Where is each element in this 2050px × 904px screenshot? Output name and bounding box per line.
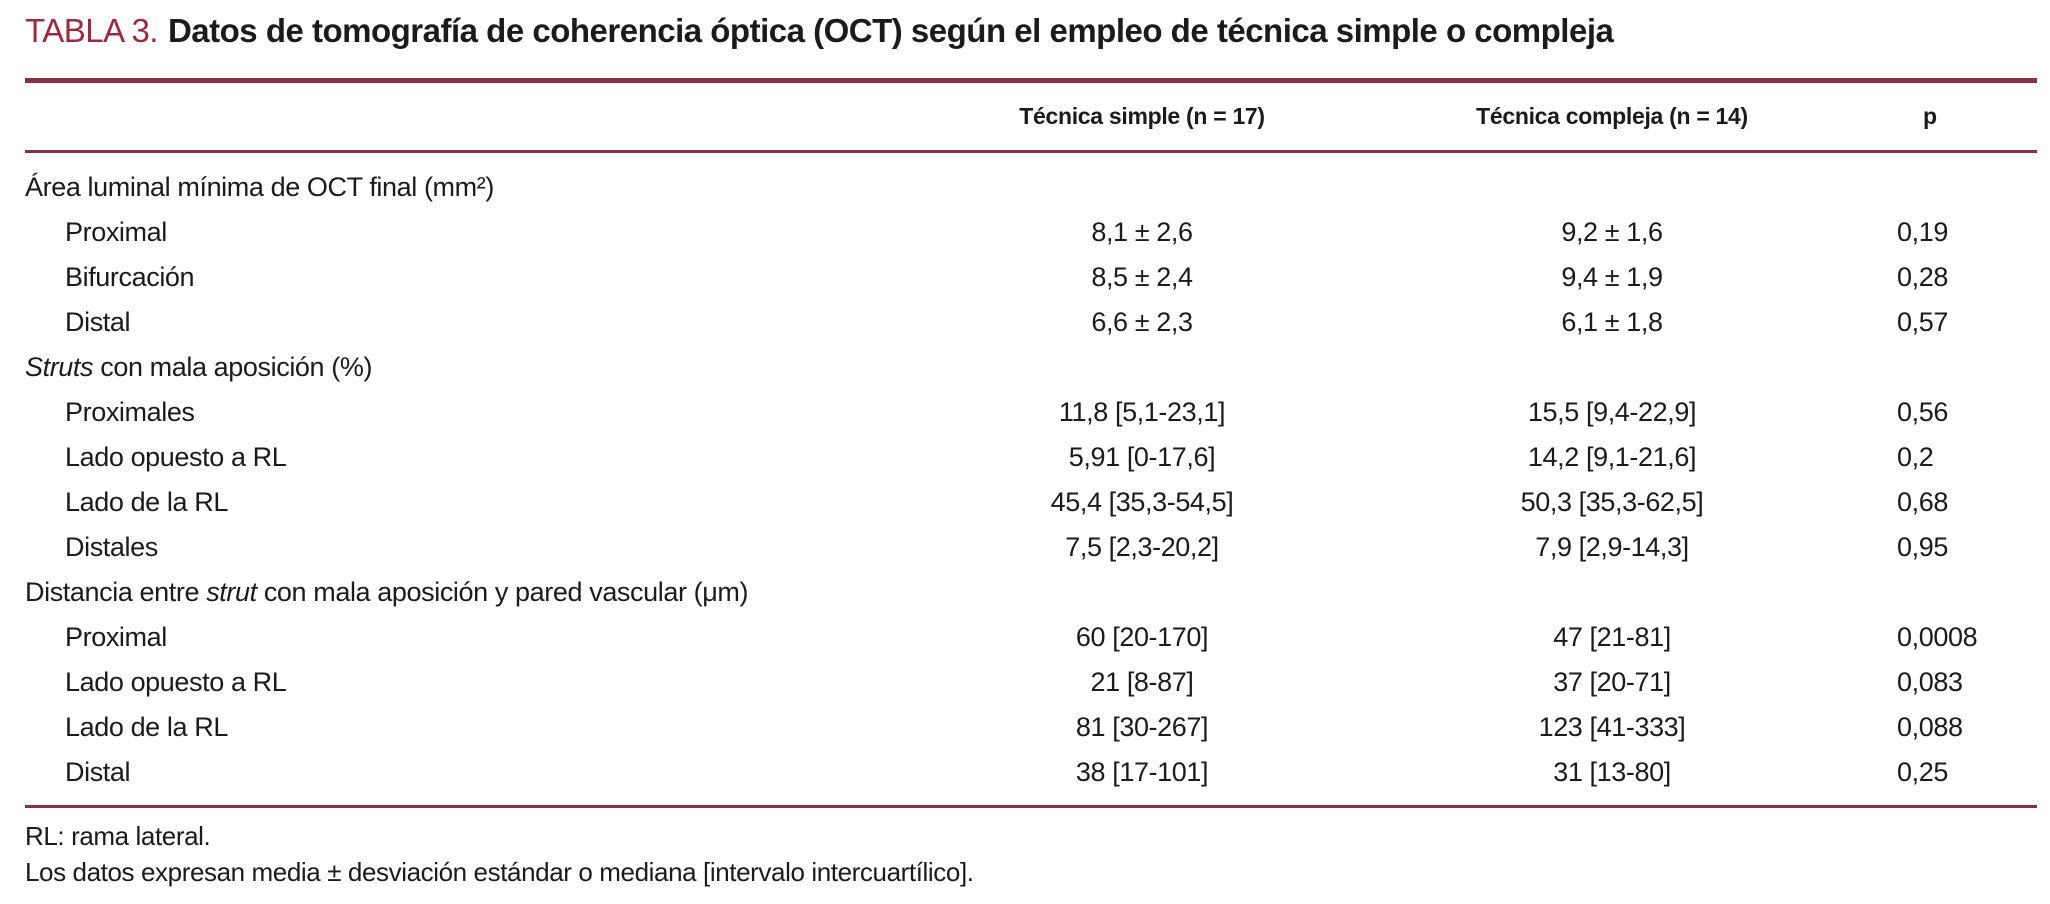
table-title-text: Datos de tomografía de coherencia óptica… (167, 12, 1614, 49)
value-p: 0,19 (1897, 217, 1948, 247)
value-p: 0,2 (1897, 442, 1934, 472)
table-number-label: TABLA 3. (25, 12, 158, 49)
value-tecnica-compleja: 6,1 ± 1,8 (1561, 307, 1663, 337)
row-label: Proximal (65, 217, 167, 247)
value-tecnica-compleja: 15,5 [9,4-22,9] (1527, 397, 1697, 427)
section-row-area-luminal: Área luminal mínima de OCT final (mm²) (25, 165, 2037, 210)
table-row: Proximales 11,8 [5,1-23,1] 15,5 [9,4-22,… (25, 390, 2037, 435)
value-tecnica-compleja: 9,4 ± 1,9 (1561, 262, 1663, 292)
row-label: Distal (65, 757, 131, 787)
row-label: Proximales (65, 397, 195, 427)
column-header-tecnica-compleja: Técnica compleja (n = 14) (1476, 103, 1748, 129)
table-row: Distales 7,5 [2,3-20,2] 7,9 [2,9-14,3] 0… (25, 525, 2037, 570)
value-tecnica-simple: 11,8 [5,1-23,1] (1058, 397, 1226, 427)
row-label: Bifurcación (65, 262, 195, 292)
row-label: Lado de la RL (65, 712, 228, 742)
column-header-tecnica-simple: Técnica simple (n = 17) (1019, 103, 1265, 129)
value-tecnica-simple: 45,4 [35,3-54,5] (1050, 487, 1234, 517)
top-rule (25, 78, 2037, 83)
column-header-p: p (1923, 103, 1937, 129)
value-tecnica-compleja: 7,9 [2,9-14,3] (1535, 532, 1689, 562)
section-row-distancia-strut: Distancia entre strut con mala aposición… (25, 570, 2037, 615)
section-label: Área luminal mínima de OCT final (mm²) (25, 172, 494, 202)
value-tecnica-simple: 21 [8-87] (1090, 667, 1194, 697)
row-label: Lado de la RL (65, 487, 228, 517)
value-p: 0,088 (1897, 712, 1963, 742)
value-tecnica-simple: 8,5 ± 2,4 (1091, 262, 1193, 292)
value-p: 0,083 (1897, 667, 1963, 697)
table-row: Proximal 60 [20-170] 47 [21-81] 0,0008 (25, 615, 2037, 660)
table-row: Distal 6,6 ± 2,3 6,1 ± 1,8 0,57 (25, 300, 2037, 345)
row-label: Distal (65, 307, 131, 337)
footnote-data-format: Los datos expresan media ± desviación es… (25, 857, 974, 887)
value-tecnica-simple: 81 [30-267] (1075, 712, 1209, 742)
value-tecnica-compleja: 50,3 [35,3-62,5] (1520, 487, 1704, 517)
table-row: Bifurcación 8,5 ± 2,4 9,4 ± 1,9 0,28 (25, 255, 2037, 300)
value-p: 0,95 (1897, 532, 1948, 562)
value-p: 0,25 (1897, 757, 1948, 787)
table-header-row: Técnica simple (n = 17) Técnica compleja… (25, 83, 2037, 150)
value-tecnica-compleja: 47 [21-81] (1553, 622, 1671, 652)
section-row-struts-mala-aposicion: Struts con mala aposición (%) (25, 345, 2037, 390)
value-tecnica-simple: 60 [20-170] (1075, 622, 1209, 652)
value-p: 0,56 (1897, 397, 1948, 427)
table-row: Lado de la RL 45,4 [35,3-54,5] 50,3 [35,… (25, 480, 2037, 525)
row-label: Lado opuesto a RL (65, 667, 287, 697)
table-row: Lado opuesto a RL 5,91 [0-17,6] 14,2 [9,… (25, 435, 2037, 480)
table-footnotes: RL: rama lateral. Los datos expresan med… (25, 818, 2037, 890)
value-tecnica-compleja: 9,2 ± 1,6 (1561, 217, 1663, 247)
value-p: 0,28 (1897, 262, 1948, 292)
bottom-rule (25, 805, 2037, 808)
value-p: 0,0008 (1897, 622, 1978, 652)
value-tecnica-simple: 7,5 [2,3-20,2] (1065, 532, 1219, 562)
table-body: Área luminal mínima de OCT final (mm²) P… (25, 153, 2037, 795)
header-rule (25, 150, 2037, 153)
table-title: TABLA 3. Datos de tomografía de coherenci… (25, 10, 2037, 52)
value-p: 0,57 (1897, 307, 1948, 337)
row-label: Distales (65, 532, 158, 562)
value-tecnica-simple: 38 [17-101] (1075, 757, 1209, 787)
value-tecnica-simple: 6,6 ± 2,3 (1091, 307, 1193, 337)
row-label: Lado opuesto a RL (65, 442, 287, 472)
value-tecnica-compleja: 37 [20-71] (1553, 667, 1671, 697)
table-row: Lado de la RL 81 [30-267] 123 [41-333] 0… (25, 705, 2037, 750)
table-row: Lado opuesto a RL 21 [8-87] 37 [20-71] 0… (25, 660, 2037, 705)
value-tecnica-compleja: 31 [13-80] (1553, 757, 1671, 787)
value-tecnica-simple: 5,91 [0-17,6] (1068, 442, 1216, 472)
table-row: Proximal 8,1 ± 2,6 9,2 ± 1,6 0,19 (25, 210, 2037, 255)
table-row: Distal 38 [17-101] 31 [13-80] 0,25 (25, 750, 2037, 795)
value-tecnica-compleja: 14,2 [9,1-21,6] (1527, 442, 1697, 472)
value-tecnica-simple: 8,1 ± 2,6 (1091, 217, 1193, 247)
value-tecnica-compleja: 123 [41-333] (1538, 712, 1686, 742)
section-label: Distancia entre strut con mala aposición… (25, 577, 749, 607)
row-label: Proximal (65, 622, 167, 652)
footnote-abbreviation: RL: rama lateral. (25, 821, 211, 851)
section-label: Struts con mala aposición (%) (25, 352, 373, 382)
value-p: 0,68 (1897, 487, 1948, 517)
